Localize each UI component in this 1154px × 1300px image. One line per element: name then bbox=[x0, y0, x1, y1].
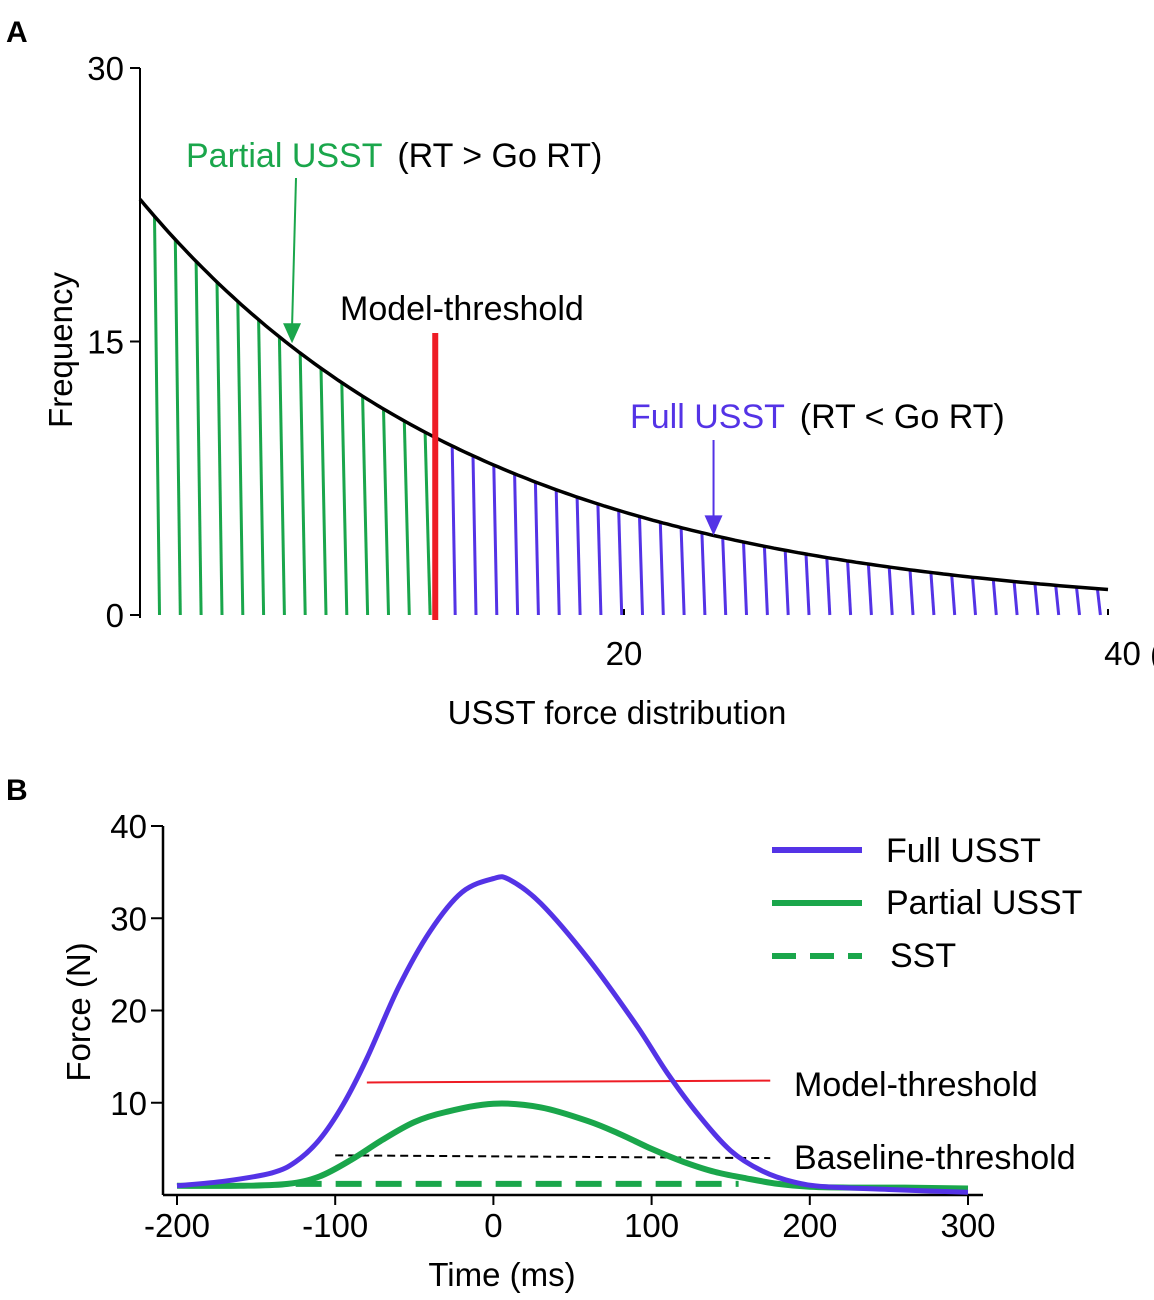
partial-usst-hatch-line-9 bbox=[340, 382, 349, 616]
panel-b-y-ticks: 10 20 30 40 bbox=[110, 808, 163, 1122]
full-usst-hatch-line-0 bbox=[450, 445, 457, 616]
full-usst-hatch-line-13 bbox=[721, 537, 728, 616]
full-usst-hatch-line-18 bbox=[825, 557, 832, 616]
full-usst-hatch-line-4 bbox=[533, 481, 540, 616]
panel-a-x-label: USST force distribution bbox=[448, 694, 787, 731]
full-usst-hatch-line-2 bbox=[492, 465, 499, 616]
panel-a-x-ticks: 20 40 (N) bbox=[606, 609, 1154, 672]
partial-usst-hatch-line-5 bbox=[257, 319, 266, 616]
full-usst-hatch-line-22 bbox=[908, 569, 915, 616]
full-usst-hatch-line-14 bbox=[742, 541, 748, 616]
partial-usst-hatch-line-4 bbox=[236, 301, 245, 616]
full-usst-hatch-line-12 bbox=[700, 532, 707, 616]
partial-usst-hatch-line-6 bbox=[277, 336, 286, 616]
partial-usst-hatch-line-12 bbox=[402, 420, 411, 616]
full-usst-label: Full USST bbox=[630, 398, 784, 436]
full-usst-arrow-head bbox=[704, 515, 723, 536]
panel-b-x-tick-label-0: -200 bbox=[144, 1207, 210, 1244]
panel-b-x-tick-label-1: -100 bbox=[302, 1207, 368, 1244]
full-usst-hatch-line-10 bbox=[658, 522, 665, 616]
partial-usst-hatch-line-3 bbox=[215, 281, 224, 616]
partial-usst-hatch-line-7 bbox=[298, 352, 307, 616]
panel-a-y-ticks: 0 15 30 bbox=[87, 50, 140, 634]
full-usst-arrow bbox=[704, 440, 723, 536]
full-usst-hatch bbox=[450, 445, 1102, 616]
panel-a-y-tick-label-1: 15 bbox=[87, 324, 124, 361]
model-threshold-label-a: Model-threshold bbox=[340, 290, 584, 328]
partial-usst-hatch bbox=[153, 216, 432, 616]
panel-b-x-tick-label-3: 100 bbox=[624, 1207, 679, 1244]
panel-a: A 0 15 30 20 40 (N) Model-threshold Partial… bbox=[6, 16, 1154, 731]
panel-a-y-tick-label-0: 0 bbox=[106, 597, 124, 634]
panel-a-y-label: Frequency bbox=[42, 272, 79, 428]
full-usst-hatch-line-31 bbox=[1095, 588, 1102, 616]
full-usst-hatch-line-5 bbox=[554, 489, 561, 616]
frequency-curve bbox=[138, 198, 1109, 592]
full-usst-hatch-line-20 bbox=[866, 564, 873, 616]
legend-partial-usst-label: Partial USST bbox=[886, 884, 1083, 922]
partial-usst-label: Partial USST bbox=[186, 137, 382, 175]
partial-usst-hatch-line-10 bbox=[361, 396, 370, 616]
legend-full-usst-label: Full USST bbox=[886, 832, 1041, 870]
full-usst-hatch-line-25 bbox=[971, 577, 977, 616]
panel-b-x-tick-label-4: 200 bbox=[782, 1207, 837, 1244]
panel-b-letter: B bbox=[6, 774, 28, 807]
panel-b-x-label: Time (ms) bbox=[428, 1256, 575, 1293]
panel-a-x-tick-label-1: 40 (N) bbox=[1104, 635, 1154, 672]
partial-usst-line bbox=[176, 1100, 969, 1192]
full-usst-hatch-line-11 bbox=[679, 527, 686, 616]
panel-a-x-tick-label-0: 20 bbox=[606, 635, 643, 672]
full-usst-hatch-line-6 bbox=[575, 497, 582, 616]
panel-b-x-tick-label-5: 300 bbox=[940, 1207, 995, 1244]
full-usst-hatch-line-1 bbox=[471, 455, 478, 616]
partial-usst-arrow-shaft bbox=[291, 177, 297, 328]
panel-b-y-tick-label-3: 40 bbox=[110, 808, 147, 845]
model-threshold-line-b bbox=[366, 1079, 771, 1084]
panel-b: B 10 20 30 40 -200 -100 0 100 200 300 Model-thre… bbox=[6, 774, 1083, 1293]
partial-usst-annotation: Partial USST (RT > Go RT) bbox=[186, 137, 602, 175]
full-usst-hatch-line-30 bbox=[1075, 586, 1081, 616]
full-usst-hatch-line-8 bbox=[617, 510, 624, 616]
legend-sst-label: SST bbox=[890, 937, 956, 975]
full-usst-hatch-line-3 bbox=[513, 473, 520, 616]
baseline-threshold-label: Baseline-threshold bbox=[794, 1139, 1076, 1177]
partial-usst-hatch-line-13 bbox=[423, 432, 432, 616]
panel-b-y-tick-label-0: 10 bbox=[110, 1085, 147, 1122]
full-usst-hatch-line-24 bbox=[950, 574, 957, 616]
full-usst-hatch-line-23 bbox=[929, 572, 936, 616]
model-threshold-label-b: Model-threshold bbox=[794, 1066, 1038, 1104]
full-usst-hatch-line-17 bbox=[804, 553, 811, 616]
panel-a-letter: A bbox=[6, 16, 28, 49]
full-usst-hatch-line-28 bbox=[1033, 583, 1040, 616]
panel-b-x-tick-label-2: 0 bbox=[484, 1207, 502, 1244]
full-usst-hatch-line-16 bbox=[783, 550, 790, 616]
partial-usst-arrow-head bbox=[283, 323, 302, 344]
panel-b-y-tick-label-2: 30 bbox=[110, 900, 147, 937]
full-usst-hatch-line-27 bbox=[1012, 581, 1019, 616]
full-usst-hatch-line-21 bbox=[887, 566, 894, 616]
full-usst-condition: (RT < Go RT) bbox=[800, 398, 1005, 436]
full-usst-hatch-line-15 bbox=[762, 546, 769, 616]
partial-usst-hatch-line-11 bbox=[382, 408, 390, 616]
full-usst-hatch-line-29 bbox=[1054, 585, 1061, 616]
panel-b-y-tick-label-1: 20 bbox=[110, 993, 147, 1030]
partial-usst-hatch-line-2 bbox=[194, 261, 203, 616]
full-usst-hatch-line-9 bbox=[638, 516, 644, 616]
panel-b-legend: Full USST Partial USST SST bbox=[772, 832, 1083, 975]
partial-usst-hatch-line-1 bbox=[173, 239, 182, 616]
panel-b-x-ticks: -200 -100 0 100 200 300 bbox=[144, 1195, 996, 1244]
partial-usst-arrow bbox=[283, 177, 302, 344]
baseline-threshold-line bbox=[335, 1154, 771, 1160]
partial-usst-condition: (RT > Go RT) bbox=[397, 137, 602, 175]
partial-usst-hatch-line-0 bbox=[153, 216, 161, 616]
full-usst-hatch-line-19 bbox=[846, 560, 853, 616]
full-usst-hatch-line-7 bbox=[596, 503, 603, 616]
full-usst-line bbox=[176, 874, 969, 1195]
full-usst-hatch-line-26 bbox=[991, 579, 998, 616]
full-usst-annotation: Full USST (RT < Go RT) bbox=[630, 398, 1005, 436]
panel-b-y-label: Force (N) bbox=[60, 942, 97, 1081]
panel-a-y-tick-label-2: 30 bbox=[87, 50, 124, 87]
partial-usst-hatch-line-8 bbox=[319, 368, 328, 616]
